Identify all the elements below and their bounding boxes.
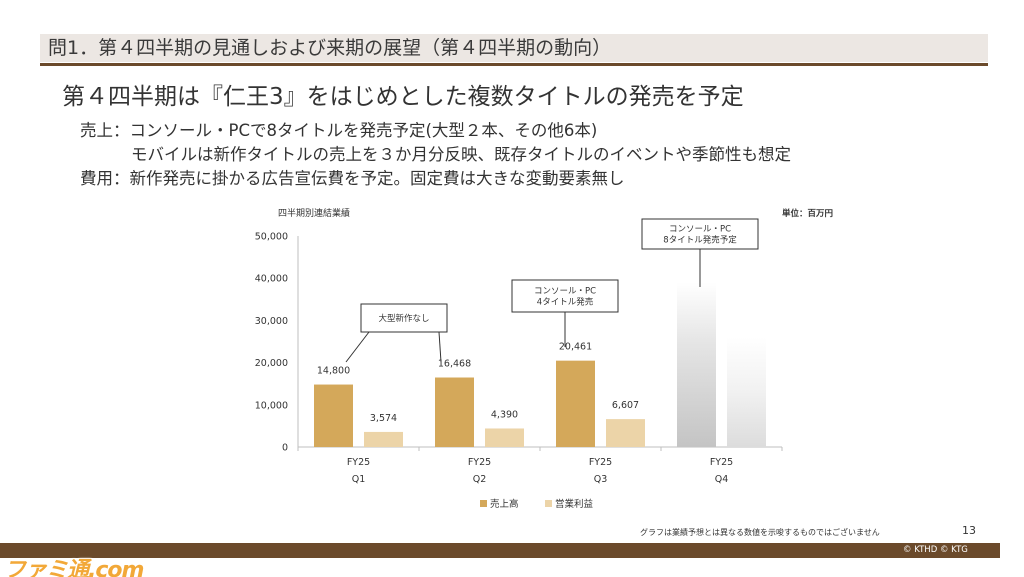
bar-placeholder (677, 282, 716, 447)
x-tick-label: FY25 (589, 457, 612, 468)
data-label: 4,390 (491, 409, 518, 420)
callout-box (511, 279, 619, 313)
headline: 第４四半期は『仁王3』をはじめとした複数タイトルの発売を予定 (62, 84, 744, 110)
callout-text: コンソール・PC (534, 287, 596, 297)
bar-operating-profit (485, 428, 524, 447)
x-tick-label: Q4 (715, 474, 729, 485)
x-tick-label: FY25 (468, 457, 491, 468)
data-label: 14,800 (317, 366, 350, 377)
callout-text: 4タイトル発売 (537, 297, 594, 308)
legend-swatch (545, 500, 552, 507)
callout-text: 大型新作なし (378, 313, 429, 324)
page-title: 問1．第４四半期の見通しおよび来期の展望（第４四半期の動向） (48, 37, 612, 59)
data-label: 20,461 (559, 342, 592, 353)
bullet-sales: 売上：コンソール・PCで8タイトルを発売予定(大型２本、その他6本) (80, 121, 598, 140)
x-tick-label: Q1 (352, 474, 366, 485)
y-tick-label: 40,000 (255, 274, 288, 285)
bar-operating-profit (606, 419, 645, 447)
header-band (40, 34, 988, 62)
bar-operating-profit (364, 431, 403, 447)
y-tick-label: 20,000 (255, 358, 288, 369)
bullet-costs: 費用：新作発売に掛かる広告宣伝費を予定。固定費は大きな変動要素無し (80, 169, 625, 188)
x-tick-label: Q3 (594, 474, 608, 485)
unit-label: 単位：百万円 (782, 208, 833, 219)
bar-sales (314, 384, 353, 447)
x-tick-label: Q2 (473, 474, 487, 485)
callout-text: 8タイトル発売予定 (663, 235, 737, 246)
y-tick-label: 30,000 (255, 316, 288, 327)
bar-placeholder (727, 337, 766, 447)
bullet-list: 売上：コンソール・PCで8タイトルを発売予定(大型２本、その他6本) モバイルは… (80, 119, 791, 191)
bullet-mobile: モバイルは新作タイトルの売上を３か月分反映、既存タイトルのイベントや季節性も想定 (131, 145, 791, 164)
legend-label: 売上高 (490, 498, 519, 510)
y-tick-label: 50,000 (255, 232, 288, 243)
footer-bar (0, 543, 1000, 558)
callout-pointer (438, 331, 442, 363)
page-number: 13 (962, 524, 976, 537)
header-rule (40, 63, 988, 66)
copyright: © KTHD © KTG (903, 545, 968, 555)
x-tick-label: FY25 (347, 457, 370, 468)
legend-label: 営業利益 (555, 498, 594, 510)
legend-swatch (480, 500, 487, 507)
data-label: 6,607 (612, 400, 639, 411)
y-tick-label: 10,000 (255, 400, 288, 411)
y-tick-label: 0 (282, 443, 288, 454)
footer-note: グラフは業績予想とは異なる数値を示唆するものではございません (640, 528, 880, 537)
data-label: 16,468 (438, 359, 471, 370)
callout-text: コンソール・PC (669, 225, 731, 235)
chart-title: 四半期別連結業績 (278, 207, 350, 219)
bar-sales (435, 377, 474, 447)
callout-box (360, 303, 448, 333)
bar-sales (556, 360, 595, 447)
callout-box (641, 218, 759, 250)
data-label: 3,574 (370, 413, 397, 424)
callout-pointer (345, 331, 370, 363)
watermark-logo: ファミ通.com (4, 558, 144, 577)
x-tick-label: FY25 (710, 457, 733, 468)
